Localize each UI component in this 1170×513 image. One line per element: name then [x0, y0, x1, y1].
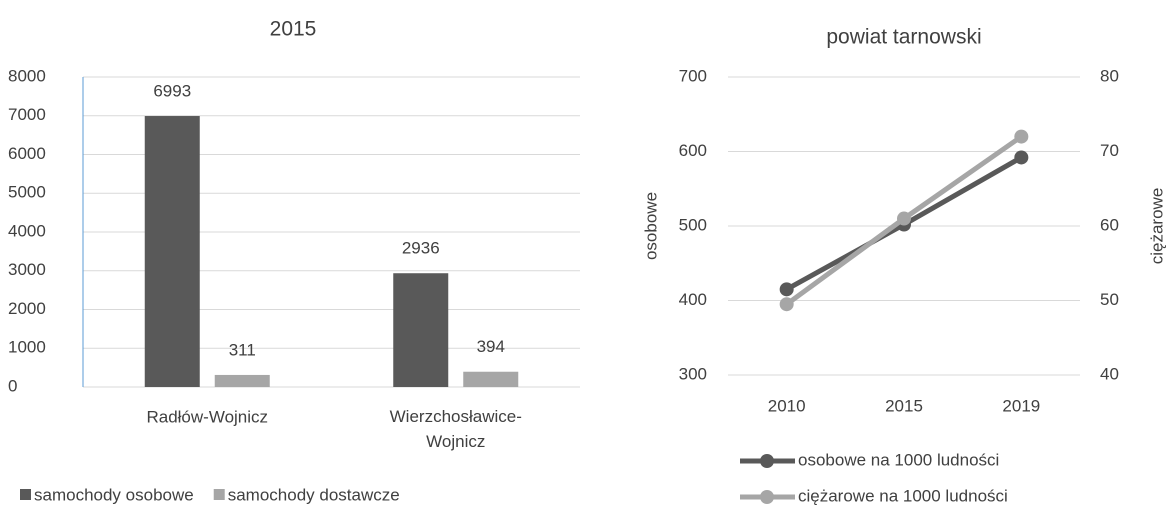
- marker: [1014, 150, 1029, 165]
- bar: [393, 273, 449, 387]
- y-tick-label: 2000: [8, 299, 46, 318]
- legend-label: osobowe na 1000 ludności: [798, 450, 999, 469]
- y-tick-label: 4000: [8, 221, 46, 240]
- x-tick-label: 2010: [768, 396, 806, 415]
- y2-tick-label: 40: [1100, 364, 1119, 383]
- y-axis-label: osobowe: [641, 192, 660, 260]
- y2-tick-label: 70: [1100, 141, 1119, 160]
- y-tick-label: 3000: [8, 260, 46, 279]
- y-tick-label: 7000: [8, 105, 46, 124]
- y-tick-label: 500: [679, 215, 707, 234]
- x-tick-label: Wierzchosławice- Wojnicz: [390, 407, 522, 451]
- bar: [214, 374, 270, 387]
- data-label: 394: [477, 337, 505, 356]
- y-tick-label: 600: [679, 141, 707, 160]
- x-tick-label-line: Wojnicz: [426, 432, 485, 451]
- data-label: 311: [229, 340, 256, 359]
- legend-label: ciężarowe na 1000 ludności: [798, 486, 1008, 505]
- y-tick-label: 6000: [8, 144, 46, 163]
- marker: [779, 282, 794, 297]
- chart-title: 2015: [270, 18, 317, 41]
- x-tick-label-line: Wierzchosławice-: [390, 407, 522, 426]
- legend-marker: [760, 454, 774, 468]
- x-tick-label: Radłów-Wojnicz: [146, 407, 268, 426]
- legend-marker: [760, 490, 774, 504]
- y-tick-label: 400: [679, 290, 707, 309]
- y2-tick-label: 50: [1100, 290, 1119, 309]
- y-tick-label: 1000: [8, 338, 46, 357]
- legend-swatch: [20, 489, 31, 500]
- legend-swatch: [213, 489, 225, 500]
- x-tick-label: 2015: [885, 396, 923, 415]
- y-tick-label: 700: [679, 66, 707, 85]
- bar: [144, 116, 200, 388]
- y2-tick-label: 60: [1100, 215, 1119, 234]
- legend-label: samochody osobowe: [34, 485, 194, 504]
- chart-title: powiat tarnowski: [826, 26, 981, 49]
- bar: [463, 371, 519, 387]
- legend-label: samochody dostawcze: [228, 485, 400, 504]
- marker: [779, 297, 794, 312]
- y-tick-label: 300: [679, 364, 707, 383]
- x-tick-label: 2019: [1002, 396, 1040, 415]
- marker: [1014, 129, 1029, 144]
- y-tick-label: 8000: [8, 66, 46, 85]
- data-label: 2936: [402, 239, 440, 258]
- y-tick-label: 5000: [8, 183, 46, 202]
- data-label: 6993: [153, 82, 191, 101]
- y2-tick-label: 80: [1100, 66, 1119, 85]
- y2-axis-label: ciężarowe: [1147, 188, 1166, 265]
- marker: [897, 211, 911, 226]
- y-tick-label: 0: [8, 376, 17, 395]
